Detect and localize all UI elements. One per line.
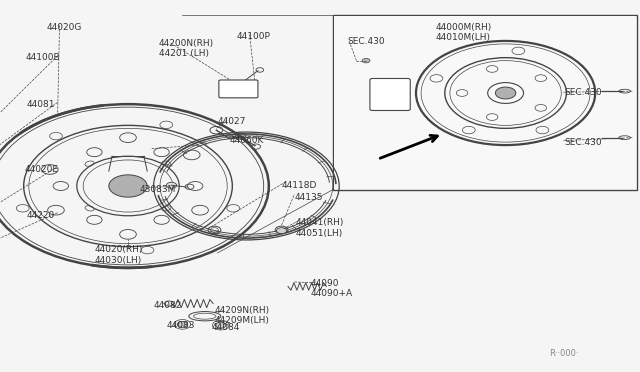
Text: 44030(LH): 44030(LH): [95, 256, 142, 265]
Text: 44090: 44090: [310, 279, 339, 288]
Text: 44020E: 44020E: [24, 165, 58, 174]
Text: SEC.430: SEC.430: [564, 138, 602, 147]
Text: 44083: 44083: [166, 321, 195, 330]
Text: 44027: 44027: [218, 117, 246, 126]
Text: 44051(LH): 44051(LH): [296, 229, 343, 238]
Circle shape: [177, 321, 188, 327]
Text: 44010M(LH): 44010M(LH): [435, 33, 490, 42]
Text: 44201 (LH): 44201 (LH): [159, 49, 209, 58]
Bar: [333, 15, 637, 190]
Text: 44135: 44135: [294, 193, 323, 202]
Text: 44090+A: 44090+A: [310, 289, 353, 298]
Bar: [334, 16, 636, 189]
Text: 44220: 44220: [27, 211, 55, 219]
Circle shape: [166, 182, 177, 188]
Circle shape: [276, 228, 287, 234]
Text: 44020G: 44020G: [46, 23, 81, 32]
FancyBboxPatch shape: [219, 80, 258, 98]
Circle shape: [109, 175, 147, 197]
Circle shape: [216, 322, 226, 328]
Text: 44209N(RH): 44209N(RH): [214, 307, 269, 315]
Text: 44118D: 44118D: [282, 181, 317, 190]
Text: 44000M(RH): 44000M(RH): [435, 23, 492, 32]
Text: 44100B: 44100B: [26, 53, 60, 62]
Text: 43083M: 43083M: [140, 185, 176, 194]
Text: 44200N(RH): 44200N(RH): [159, 39, 214, 48]
FancyBboxPatch shape: [370, 78, 410, 110]
Text: SEC.430: SEC.430: [347, 37, 385, 46]
Circle shape: [495, 87, 516, 99]
Text: SEC.430: SEC.430: [564, 88, 602, 97]
Text: 44082: 44082: [154, 301, 182, 310]
Text: 44081: 44081: [27, 100, 56, 109]
Text: 44020(RH): 44020(RH): [95, 246, 143, 254]
Circle shape: [362, 58, 370, 63]
Text: 44209M(LH): 44209M(LH): [214, 316, 269, 325]
Text: 44084: 44084: [211, 323, 239, 332]
Text: R··000·: R··000·: [549, 349, 579, 358]
Text: 44041(RH): 44041(RH): [296, 218, 344, 227]
Text: 44100P: 44100P: [237, 32, 271, 41]
Text: 44060K: 44060K: [229, 136, 264, 145]
